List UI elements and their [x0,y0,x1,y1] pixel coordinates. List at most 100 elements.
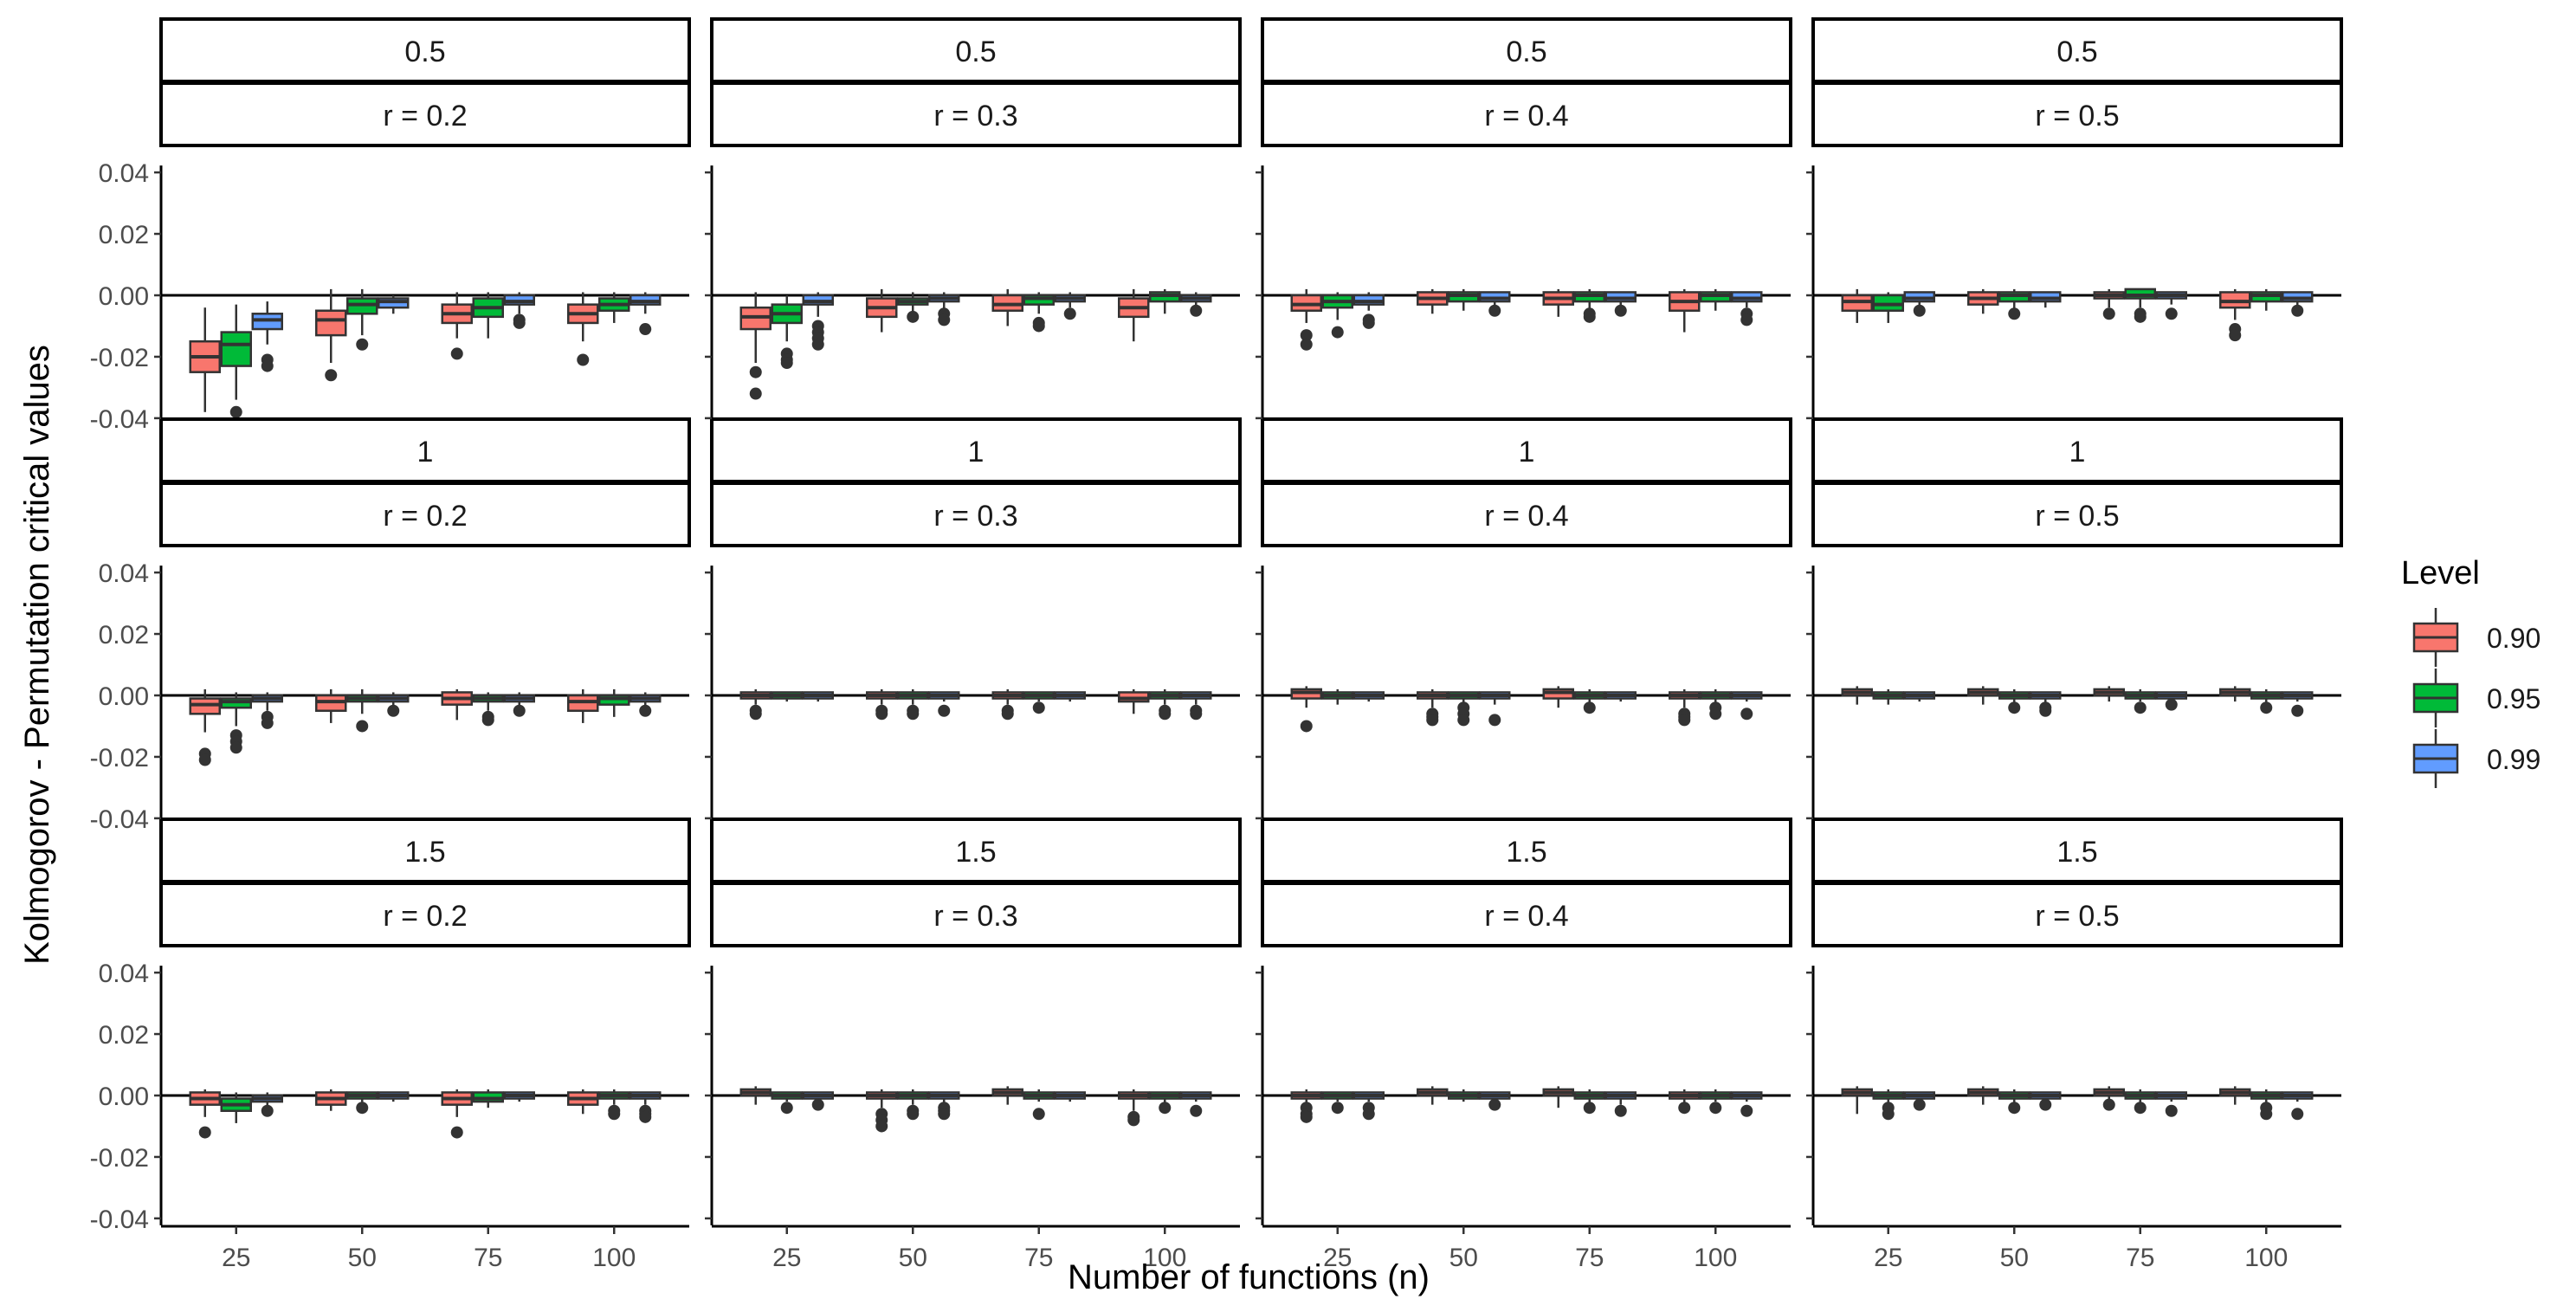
outlier-point [1740,313,1753,326]
box-0.90 [441,1089,473,1139]
strip-bottom [159,481,691,547]
box-0.99 [503,292,535,329]
y-tick-label: -0.02 [90,1144,149,1173]
outlier-point [938,704,951,717]
outlier-point [1362,1108,1375,1121]
box-0.95 [1872,1089,1904,1121]
y-tick-label: 0.00 [99,1083,149,1111]
x-tick-label: 50 [899,1244,927,1272]
y-tick-label: -0.02 [90,744,149,772]
box-0.95 [1700,688,1732,721]
strip-label-size: 1 [2069,436,2086,469]
x-tick-label: 75 [1575,1244,1604,1272]
strip-label-size: 1.5 [2056,836,2097,869]
box-0.99 [1903,691,1935,702]
outlier-point [1614,304,1627,317]
strip-bottom [710,882,1242,947]
box-0.95 [1023,292,1055,333]
strip-bottom [1261,481,1792,547]
outlier-point [811,338,824,351]
outlier-point [513,316,526,329]
box-0.99 [503,1091,535,1102]
outlier-point [2134,701,2147,714]
box-0.99 [1731,1091,1763,1117]
x-tick-label: 100 [1694,1244,1737,1272]
box-0.99 [1180,691,1212,721]
outlier-point [1300,1110,1313,1123]
box-0.90 [866,288,898,333]
x-tick-label: 25 [1323,1244,1352,1272]
strip-top [1811,417,2343,483]
y-axis [1256,566,1264,825]
box-0.90 [991,288,1023,326]
box-0.90 [1118,688,1150,714]
box-0.99 [802,292,834,351]
strip-top [159,818,691,883]
box-0.95 [598,292,630,323]
box-0.95 [2124,688,2156,714]
outlier-point [2291,1108,2304,1121]
y-tick-label: 0.02 [99,1021,149,1050]
y-axis: -0.04 -0.02 0.00 0.02 0.04 [90,159,163,434]
outlier-point [1063,307,1076,320]
outlier-point [749,708,762,721]
x-tick-label: 25 [772,1244,801,1272]
legend-label: 0.99 [2487,744,2540,775]
outlier-point [2102,307,2115,320]
box-0.99 [2155,1091,2187,1117]
box-0.95 [598,688,630,717]
x-tick-label: 50 [1449,1244,1478,1272]
box-0.99 [251,692,283,729]
outlier-point [1488,1098,1501,1111]
outlier-point [1032,320,1045,333]
outlier-point [229,741,242,754]
box-0.95 [1448,691,1480,727]
box-0.90 [189,307,221,412]
box-0.90 [1290,1089,1322,1123]
outlier-point [907,310,920,323]
box-0.90 [739,1086,772,1105]
facet-panel: 0.5 r = 0.5 [1811,17,2343,342]
outlier-point [1300,720,1313,733]
box-0.99 [1903,291,1935,317]
outlier-point [1709,1102,1722,1115]
box-0.90 [567,1089,599,1115]
facet-panel: 1.5 r = 0.4 [1261,818,1792,1123]
outlier-point [1583,310,1596,323]
strip-label-r: r = 0.2 [383,500,467,533]
y-axis: -0.04 -0.02 0.00 0.02 0.04 [90,960,163,1234]
box-0.99 [2282,691,2314,717]
outlier-point [2165,307,2178,320]
box-0.99 [378,692,410,717]
box-0.99 [378,295,410,314]
y-axis: -0.04 -0.02 0.00 0.02 0.04 [90,559,163,834]
box-0.99 [928,691,960,717]
facet-panel: 0.5 r = 0.4 [1261,17,1792,351]
y-tick-label: 0.04 [99,960,149,988]
box-0.90 [991,688,1023,721]
box-0.99 [1604,1091,1637,1117]
outlier-point [639,704,652,717]
box-0.95 [346,288,378,351]
box-0.90 [2093,1086,2125,1111]
box-0.90 [739,292,772,400]
strip-top [710,417,1242,483]
outlier-point [1032,1108,1045,1121]
outlier-point [780,357,793,370]
box-0.99 [1731,291,1763,326]
strip-label-size: 1 [1519,436,1535,469]
x-tick-label: 50 [2000,1244,2029,1272]
outlier-point [1362,316,1375,329]
box-0.90 [2093,686,2125,702]
strip-label-size: 0.5 [2056,36,2097,68]
box-0.95 [897,292,929,323]
outlier-point [811,1098,824,1111]
y-axis [1806,566,1815,825]
outlier-point [875,708,888,721]
box-0.90 [866,1089,898,1133]
box-0.95 [1321,292,1353,339]
strip-label-r: r = 0.4 [1484,100,1568,132]
strip-label-r: r = 0.3 [933,500,1017,533]
box-0.99 [2030,691,2062,717]
outlier-point [1001,708,1014,721]
